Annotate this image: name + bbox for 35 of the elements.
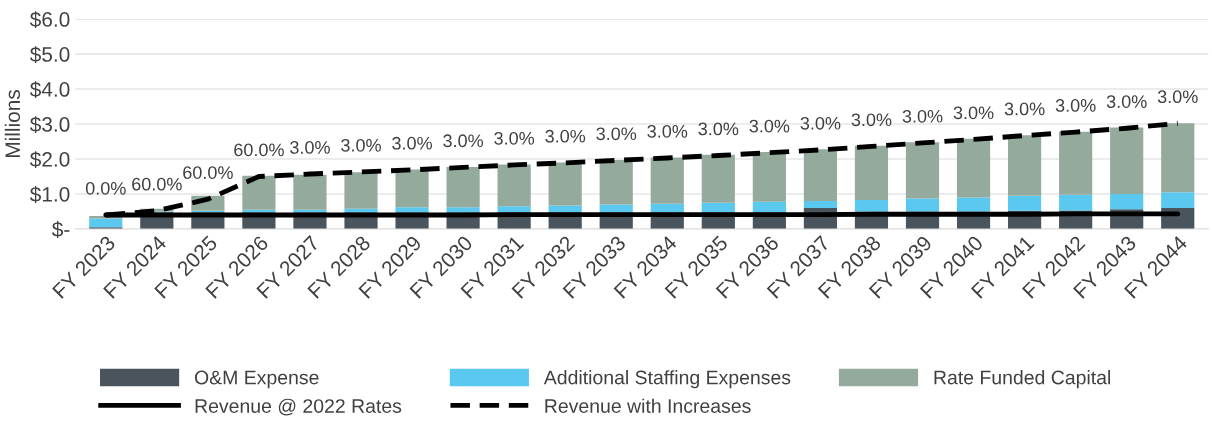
annotation: 60.0% xyxy=(132,177,182,191)
annotation: 3.0% xyxy=(494,131,535,145)
legend-label: Additional Staffing Expenses xyxy=(543,370,791,389)
annotation: 3.0% xyxy=(698,122,739,136)
annotation: 3.0% xyxy=(443,134,484,148)
y-tick-label: $5.0 xyxy=(29,46,70,64)
y-tick-label: $1.0 xyxy=(29,186,70,203)
annotation: 3.0% xyxy=(1157,90,1198,104)
y-tick-label: $- xyxy=(51,221,70,238)
annotation: 3.0% xyxy=(647,124,688,138)
annotation: 60.0% xyxy=(234,143,284,157)
y-tick-label: $4.0 xyxy=(29,81,70,99)
annotation: 3.0% xyxy=(800,116,841,130)
annotation: 0.0% xyxy=(85,181,126,195)
annotation: 60.0% xyxy=(183,166,233,179)
annotation: 3.0% xyxy=(851,113,892,127)
y-axis-title: Millions xyxy=(4,90,21,158)
legend-label: O&M Expense xyxy=(194,370,319,389)
annotation: 3.0% xyxy=(341,138,381,152)
legend-label: Revenue with Increases xyxy=(545,398,751,413)
annotation: 3.0% xyxy=(596,127,637,141)
annotation: 3.0% xyxy=(902,109,943,123)
annotation: 3.0% xyxy=(1055,99,1096,112)
legend-label: Revenue @ 2022 Rates xyxy=(195,398,402,416)
annotation: 3.0% xyxy=(1004,102,1045,116)
y-tick-label: $6.0 xyxy=(29,11,70,29)
annotation: 3.0% xyxy=(1106,95,1147,108)
annotation: 3.0% xyxy=(953,106,994,120)
y-tick-label: $2.0 xyxy=(29,151,70,168)
y-tick-label: $3.0 xyxy=(29,116,70,134)
annotation: 3.0% xyxy=(545,129,586,143)
legend-label: Rate Funded Capital xyxy=(934,370,1110,389)
annotation: 3.0% xyxy=(290,141,330,154)
annotation: 3.0% xyxy=(749,119,790,133)
annotation: 3.0% xyxy=(392,136,432,150)
